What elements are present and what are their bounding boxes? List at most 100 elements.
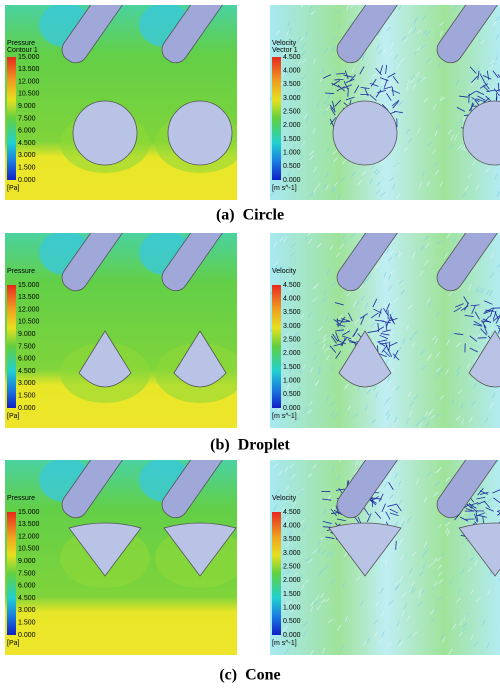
legend-tick: 4.500 bbox=[283, 282, 301, 289]
legend-tick: 6.000 bbox=[18, 583, 36, 590]
legend-tick: 3.000 bbox=[18, 152, 36, 159]
legend-tick: 4.500 bbox=[18, 140, 36, 147]
caption: (b) Droplet bbox=[210, 437, 290, 454]
legend-tick: 1.500 bbox=[283, 136, 301, 143]
legend-title: Contour 1 bbox=[7, 47, 38, 54]
legend-title: Velocity bbox=[272, 40, 297, 47]
legend-tick: 0.000 bbox=[18, 632, 36, 639]
color-bar bbox=[7, 285, 16, 408]
color-bar bbox=[7, 57, 16, 180]
legend-tick: 0.000 bbox=[283, 177, 301, 184]
legend-tick: 2.500 bbox=[283, 109, 301, 116]
legend-tick: 0.000 bbox=[283, 405, 301, 412]
legend-tick: 3.500 bbox=[283, 309, 301, 316]
color-bar bbox=[272, 285, 281, 408]
legend-tick: 12.000 bbox=[18, 78, 40, 85]
legend-tick: 13.500 bbox=[18, 521, 40, 528]
legend-tick: 3.000 bbox=[283, 323, 301, 330]
legend-tick: 0.000 bbox=[18, 405, 36, 412]
legend-tick: 4.500 bbox=[283, 54, 301, 61]
figure: PressureContour 115.00013.50012.00010.50… bbox=[0, 0, 500, 688]
legend-tick: 10.500 bbox=[18, 319, 40, 326]
legend-tick: 2.500 bbox=[283, 337, 301, 344]
velocity-panel: VelocityVector 14.5004.0003.5003.0002.50… bbox=[270, 0, 500, 200]
legend-tick: 9.000 bbox=[18, 558, 36, 565]
obstacle bbox=[168, 101, 232, 165]
vector bbox=[400, 229, 404, 233]
vector bbox=[425, 0, 428, 5]
legend-tick: 6.000 bbox=[18, 356, 36, 363]
legend-tick: 3.000 bbox=[283, 550, 301, 557]
legend-tick: 15.000 bbox=[18, 54, 40, 61]
legend-title: Pressure bbox=[7, 495, 35, 502]
legend-tick: 4.500 bbox=[283, 509, 301, 516]
legend-tick: 0.000 bbox=[18, 177, 36, 184]
legend-tick: 1.500 bbox=[18, 620, 36, 627]
obstacle bbox=[73, 101, 137, 165]
caption: (c) Cone bbox=[219, 667, 280, 684]
vector bbox=[312, 228, 314, 234]
obstacle bbox=[333, 101, 397, 165]
vector bbox=[348, 88, 349, 97]
legend-tick: 9.000 bbox=[18, 331, 36, 338]
legend-tick: 4.500 bbox=[18, 595, 36, 602]
panel-content bbox=[270, 430, 500, 655]
legend-title: Pressure bbox=[7, 40, 35, 47]
legend-tick: 3.500 bbox=[283, 81, 301, 88]
legend-tick: 4.000 bbox=[283, 296, 301, 303]
legend-unit: [m s^-1] bbox=[272, 413, 297, 420]
legend-tick: 2.000 bbox=[283, 577, 301, 584]
legend-tick: 4.000 bbox=[283, 68, 301, 75]
legend-unit: [m s^-1] bbox=[272, 640, 297, 647]
vector bbox=[309, 1, 313, 5]
legend-tick: 3.000 bbox=[18, 380, 36, 387]
vector bbox=[352, 455, 356, 460]
legend-tick: 1.500 bbox=[18, 393, 36, 400]
legend-tick: 13.500 bbox=[18, 66, 40, 73]
legend-unit: [Pa] bbox=[7, 185, 20, 192]
velocity-panel: Velocity 4.500 4.000 3.500 3.000 2.500 2.000 1.… bbox=[270, 430, 500, 655]
panel-content bbox=[270, 0, 500, 200]
legend-tick: 1.500 bbox=[283, 591, 301, 598]
legend-unit: [Pa] bbox=[7, 413, 20, 420]
legend-tick: 10.500 bbox=[18, 91, 40, 98]
legend-tick: 0.500 bbox=[283, 163, 301, 170]
legend-tick: 1.000 bbox=[283, 150, 301, 157]
velocity-panel: Velocity 4.500 4.000 3.500 3.000 2.500 2.000 1.… bbox=[270, 203, 500, 428]
legend-tick: 15.000 bbox=[18, 282, 40, 289]
vector bbox=[409, 228, 412, 233]
legend-tick: 10.500 bbox=[18, 546, 40, 553]
legend-tick: 1.000 bbox=[283, 605, 301, 612]
vector bbox=[282, 228, 285, 233]
vector bbox=[424, 1, 427, 6]
color-bar bbox=[272, 512, 281, 635]
color-bar bbox=[7, 512, 16, 635]
legend-title: Pressure bbox=[7, 268, 35, 275]
legend-tick: 0.500 bbox=[283, 391, 301, 398]
legend-tick: 12.000 bbox=[18, 306, 40, 313]
legend-tick: 4.500 bbox=[18, 368, 36, 375]
legend-tick: 4.000 bbox=[283, 523, 301, 530]
caption: (a) Circle bbox=[216, 207, 284, 224]
legend-tick: 3.500 bbox=[283, 536, 301, 543]
legend-tick: 1.500 bbox=[18, 165, 36, 172]
legend-tick: 7.500 bbox=[18, 343, 36, 350]
vector bbox=[490, 0, 493, 5]
legend-tick: 7.500 bbox=[18, 570, 36, 577]
legend-tick: 9.000 bbox=[18, 103, 36, 110]
panel-content bbox=[270, 203, 500, 428]
legend-tick: 2.000 bbox=[283, 122, 301, 129]
legend-unit: [m s^-1] bbox=[272, 185, 297, 192]
legend-tick: 15.000 bbox=[18, 509, 40, 516]
legend-tick: 6.000 bbox=[18, 128, 36, 135]
legend-tick: 1.000 bbox=[283, 378, 301, 385]
legend-tick: 12.000 bbox=[18, 533, 40, 540]
legend-title: Velocity bbox=[272, 268, 297, 275]
legend-title: Velocity bbox=[272, 495, 297, 502]
legend-tick: 1.500 bbox=[283, 364, 301, 371]
legend-tick: 2.500 bbox=[283, 564, 301, 571]
legend-tick: 0.500 bbox=[283, 618, 301, 625]
legend-unit: [Pa] bbox=[7, 640, 20, 647]
legend-tick: 3.000 bbox=[18, 607, 36, 614]
legend-tick: 2.000 bbox=[283, 350, 301, 357]
